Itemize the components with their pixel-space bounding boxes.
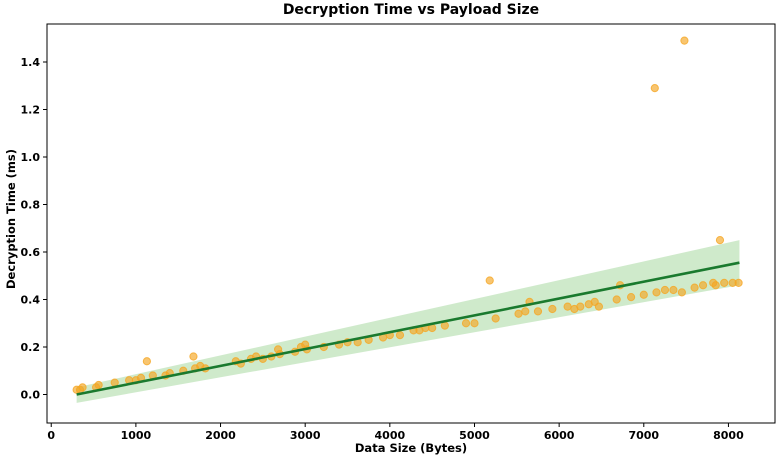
scatter-point	[514, 309, 523, 318]
x-tick-label: 1000	[121, 429, 152, 442]
x-tick-label: 4000	[375, 429, 406, 442]
x-tick-label: 5000	[459, 429, 490, 442]
scatter-point	[639, 290, 648, 299]
scatter-point	[440, 321, 449, 330]
scatter-point	[563, 302, 572, 311]
chart-title: Decryption Time vs Payload Size	[283, 2, 539, 18]
scatter-point	[669, 285, 678, 295]
scatter-point	[142, 357, 151, 366]
y-tick-label: 1.2	[21, 104, 41, 117]
scatter-point	[680, 36, 689, 45]
scatter-point	[660, 285, 670, 295]
x-tick-label: 8000	[713, 429, 744, 442]
scatter-point	[626, 293, 636, 302]
y-tick-label: 1.0	[21, 151, 41, 164]
y-tick-label: 0.6	[21, 246, 41, 259]
plot-frame	[46, 23, 776, 424]
scatter-point	[720, 278, 729, 287]
y-axis-label: Decryption Time (ms)	[4, 149, 18, 289]
y-tick-label: 0.8	[21, 199, 41, 212]
x-axis-label: Data Size (Bytes)	[355, 441, 467, 455]
scatter-point	[690, 283, 699, 292]
y-tick-label: 0.4	[21, 294, 41, 307]
y-tick-label: 1.4	[21, 56, 41, 69]
scatter-point	[652, 288, 661, 297]
scatter-point	[470, 319, 479, 328]
scatter-point	[548, 304, 557, 314]
scatter-point	[533, 307, 543, 316]
x-tick-label: 7000	[628, 429, 659, 442]
scatter-point	[650, 84, 659, 93]
scatter-point	[521, 307, 530, 316]
scatter-point	[698, 281, 708, 290]
scatter-point	[612, 295, 621, 304]
y-tick-label: 0.0	[21, 389, 41, 402]
regression-line	[76, 261, 740, 396]
x-tick-label: 0	[47, 429, 55, 442]
x-tick-label: 2000	[205, 429, 236, 442]
scatter-point	[576, 302, 585, 311]
scatter-point	[189, 352, 198, 361]
scatter-point	[461, 319, 471, 328]
scatter-point	[594, 302, 604, 311]
scatter-point	[78, 383, 87, 392]
x-tick-label: 3000	[290, 429, 321, 442]
y-tick-label: 0.2	[21, 341, 41, 354]
x-tick-label: 6000	[544, 429, 575, 442]
scatter-point	[715, 236, 725, 245]
scatter-point	[491, 314, 500, 323]
scatter-point	[94, 380, 103, 390]
scatter-point	[677, 288, 686, 297]
axes: 0 1000 2000 3000 4000 5000 6000 7000 8000 0.0 0.2 0…	[21, 56, 745, 442]
scatter-point	[734, 278, 743, 287]
scatter-point	[711, 281, 720, 290]
scatter-point	[395, 331, 405, 340]
confidence-band	[76, 240, 740, 403]
scatter-point	[485, 276, 494, 285]
plot-area	[72, 36, 743, 403]
